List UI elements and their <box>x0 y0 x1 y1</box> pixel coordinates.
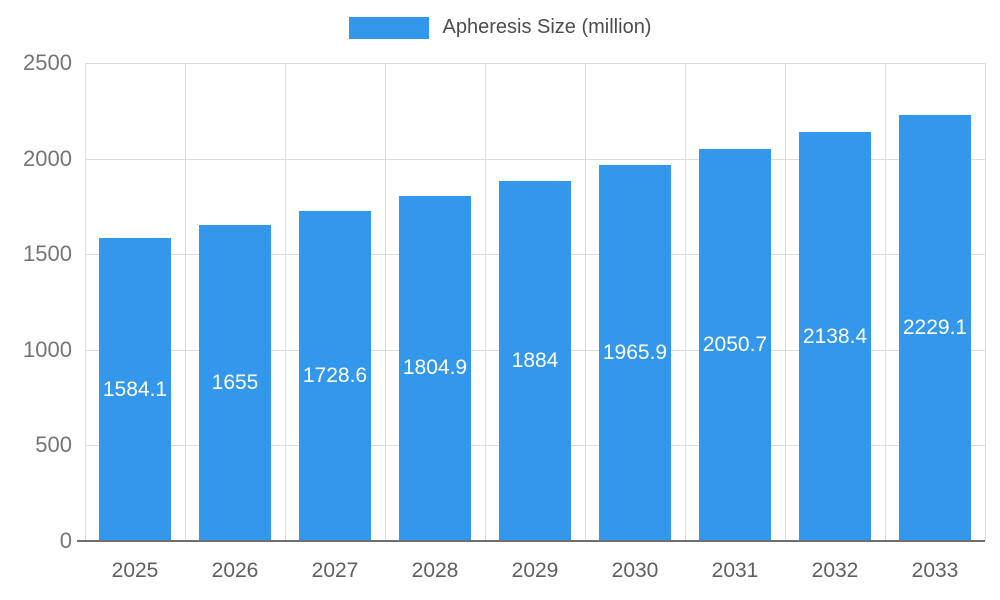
x-axis-line <box>77 540 985 542</box>
bar[interactable]: 2229.1 <box>899 114 971 541</box>
y-tick-label: 2000 <box>23 145 72 171</box>
bar[interactable]: 1728.6 <box>299 210 371 541</box>
bar[interactable]: 2138.4 <box>799 132 871 541</box>
bar-value-label: 1655 <box>211 370 259 394</box>
x-tick-label: 2030 <box>611 559 659 582</box>
bar-value-label: 2229.1 <box>902 315 968 339</box>
x-tick-label: 2029 <box>511 559 559 582</box>
y-tick-label: 2500 <box>23 50 72 75</box>
gridline-vertical <box>985 63 986 541</box>
bar-slot: 2050.7 <box>685 148 785 541</box>
x-tick-label: 2028 <box>411 559 459 582</box>
gridline-horizontal <box>85 158 985 160</box>
bar-slot: 1804.9 <box>385 195 485 541</box>
bar-value-label: 1965.9 <box>602 341 668 365</box>
bar-value-label: 1804.9 <box>402 356 468 380</box>
bar-slot: 1728.6 <box>285 210 385 541</box>
legend-label: Apheresis Size (million) <box>442 16 652 38</box>
x-tick-label: 2025 <box>111 559 159 582</box>
gridline-vertical <box>885 63 886 541</box>
bar-slot: 1584.1 <box>85 238 185 541</box>
bar[interactable]: 1584.1 <box>99 238 171 541</box>
bar[interactable]: 2050.7 <box>699 148 771 541</box>
x-tick-label: 2027 <box>311 559 359 582</box>
x-tick-label: 2032 <box>811 559 859 582</box>
y-axis: 0 500 1000 1500 2000 2500 <box>0 50 72 553</box>
gridline-vertical <box>185 63 186 541</box>
bar[interactable]: 1965.9 <box>599 165 671 541</box>
bar-value-label: 1584.1 <box>102 377 168 401</box>
y-tick-label: 1000 <box>23 336 72 362</box>
bar-slot: 1884 <box>485 180 585 541</box>
bar-slot: 1965.9 <box>585 165 685 541</box>
x-tick-label: 2031 <box>711 559 759 582</box>
bar-slot: 2138.4 <box>785 132 885 541</box>
bar-slot: 1655 <box>185 224 285 541</box>
bar-slot: 2229.1 <box>885 114 985 541</box>
gridline-vertical <box>785 63 786 541</box>
legend-swatch <box>348 16 429 39</box>
bar[interactable]: 1655 <box>199 224 271 541</box>
y-tick-label: 1500 <box>23 241 72 267</box>
x-axis: 2025 2026 2027 2028 2029 2030 2031 2032 2033 <box>85 553 985 589</box>
legend[interactable]: Apheresis Size (million) <box>0 16 1000 39</box>
bar-value-label: 1728.6 <box>302 363 368 387</box>
gridline-vertical <box>385 63 386 541</box>
gridline-vertical <box>585 63 586 541</box>
gridline-vertical <box>685 63 686 541</box>
bar-value-label: 2138.4 <box>802 324 868 348</box>
gridline-vertical <box>285 63 286 541</box>
y-axis-line <box>85 63 86 541</box>
x-tick-label: 2033 <box>911 559 959 582</box>
gridline-horizontal <box>85 63 985 64</box>
bar[interactable]: 1804.9 <box>399 195 471 541</box>
gridline-vertical <box>485 63 486 541</box>
y-tick-label: 500 <box>35 432 72 458</box>
bar-value-label: 1884 <box>511 348 559 372</box>
y-tick-label: 0 <box>59 528 72 553</box>
bar-value-label: 2050.7 <box>702 332 768 356</box>
bar[interactable]: 1884 <box>499 180 571 541</box>
x-tick-label: 2026 <box>211 559 259 582</box>
plot-area: 1584.1 1655 1728.6 1804.9 1884 1965.9 2050.7 21… <box>77 63 986 542</box>
